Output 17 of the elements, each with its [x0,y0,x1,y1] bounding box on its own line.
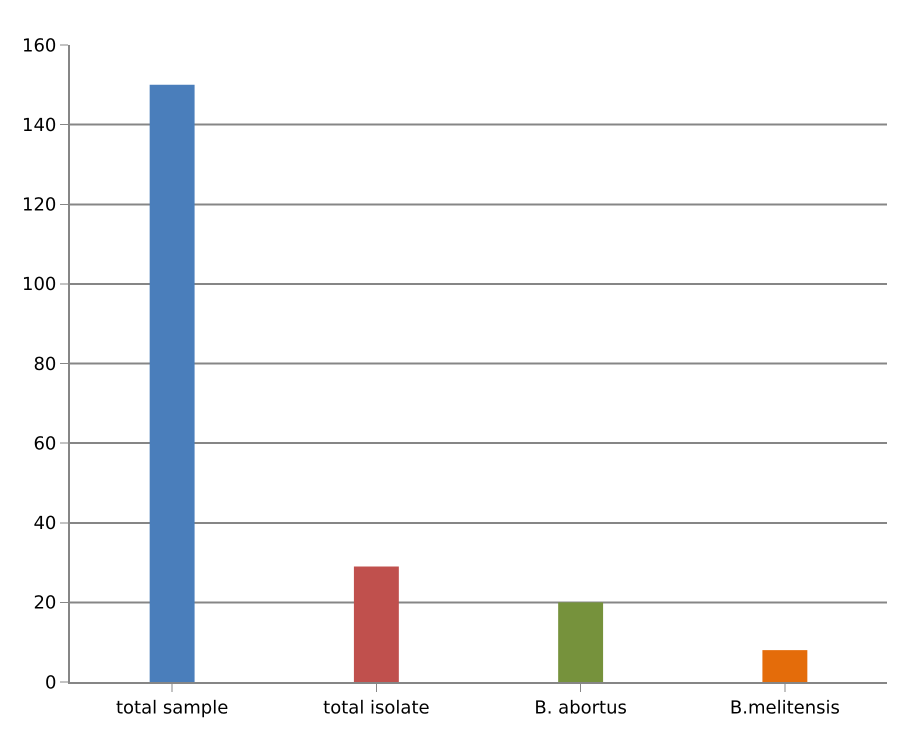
bar [558,602,604,682]
y-tick-label: 100 [22,274,56,296]
y-tick-label: 160 [22,35,56,56]
bar [762,650,808,682]
y-tick-label: 60 [33,433,56,454]
y-tick-label: 120 [22,194,56,216]
x-tick-label: B.melitensis [730,698,840,719]
y-tick-label: 140 [22,114,56,136]
x-tick-label: total sample [116,698,228,719]
x-tick-label: B. abortus [534,698,627,719]
y-tick-label: 20 [33,592,56,614]
bar [150,84,195,682]
y-tick-label: 40 [33,513,56,534]
y-tick-label: 80 [33,354,56,375]
bar [354,566,399,682]
x-tick-label: total isolate [323,698,430,719]
y-tick-label: 0 [44,672,56,694]
